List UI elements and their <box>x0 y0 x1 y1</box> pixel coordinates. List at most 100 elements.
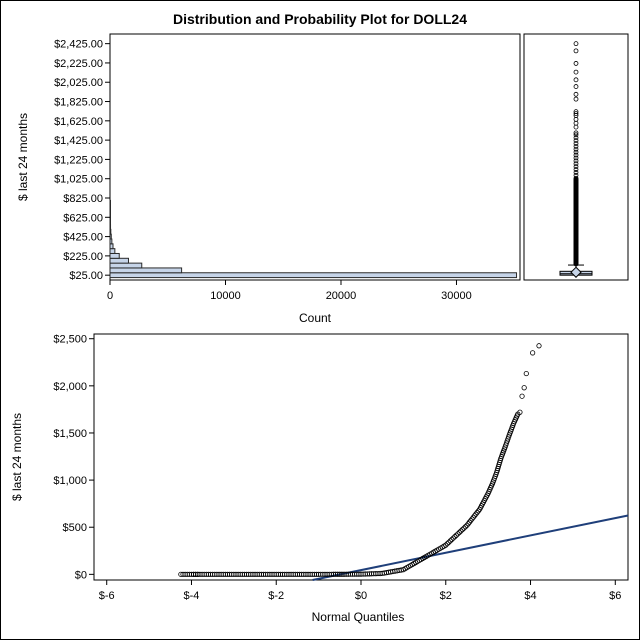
boxplot-outlier <box>573 84 579 89</box>
probability-point <box>195 571 201 577</box>
probability-point <box>536 343 542 349</box>
probability-point <box>443 542 449 548</box>
boxplot-outlier <box>573 158 579 164</box>
histogram-x-tick-label: 10000 <box>210 290 241 302</box>
probability-plot-panel: $0 $500 $1,000 $1,500 $2,000 $2,500 $-6 $-4 $-2… <box>10 333 629 624</box>
probability-x-tick-label: $4 <box>524 590 536 602</box>
boxplot-outlier <box>573 96 579 102</box>
boxplot-outlier <box>573 138 579 144</box>
probability-point <box>474 509 480 516</box>
probability-y-tick-label: $2,500 <box>53 334 87 346</box>
probability-point <box>465 521 471 527</box>
histogram-x-tick-label: 0 <box>107 290 113 302</box>
histogram-bar <box>109 267 183 274</box>
histogram-y-axis-label: $ last 24 months <box>16 113 30 201</box>
histogram-y-tick-label: $2,025.00 <box>54 77 103 89</box>
probability-point <box>178 571 184 577</box>
histogram-bar <box>109 219 111 226</box>
probability-point <box>523 370 529 377</box>
boxplot-outlier <box>573 61 579 66</box>
boxplot-outlier <box>573 149 579 155</box>
probability-point <box>464 522 470 528</box>
probability-point <box>447 538 453 544</box>
probability-x-axis-label: Normal Quantiles <box>312 610 405 624</box>
probability-point <box>452 534 458 540</box>
histogram-bar <box>109 272 518 279</box>
reference-line-group <box>312 514 629 581</box>
probability-y-tick-label: $500 <box>63 522 87 534</box>
histogram-bar <box>109 199 111 206</box>
probability-point <box>461 525 467 531</box>
probability-point <box>453 532 459 538</box>
histogram-x-tick-label: 20000 <box>326 290 357 302</box>
histogram-y-tick-label: $1,625.00 <box>54 116 103 128</box>
probability-point <box>456 529 462 536</box>
boxplot <box>559 41 593 278</box>
boxplot-outlier <box>573 161 579 167</box>
histogram-y-tick-label: $625.00 <box>63 212 103 224</box>
histogram-bar <box>109 228 112 235</box>
histogram-y-tick-label: $825.00 <box>63 193 103 205</box>
histogram-y-tick-label: $425.00 <box>63 232 103 244</box>
probability-y-tick-label: $2,000 <box>53 381 87 393</box>
probability-x-ticks: $-6 $-4 $-2 $0 $2 $4 $6 <box>99 580 621 602</box>
probability-point <box>468 517 474 524</box>
probability-y-tick-label: $1,500 <box>53 428 87 440</box>
probability-point <box>193 571 199 577</box>
probability-point <box>462 524 469 530</box>
boxplot-mean-marker <box>570 266 582 278</box>
probability-x-tick-label: $2 <box>440 590 452 602</box>
probability-point <box>473 511 479 517</box>
boxplot-outlier <box>573 164 579 170</box>
probability-point <box>530 350 536 356</box>
probability-point <box>444 541 450 547</box>
histogram-y-tick-label: $1,825.00 <box>54 97 103 109</box>
boxplot-outlier <box>573 172 579 178</box>
histogram-x-ticks: 0 10000 20000 30000 <box>107 280 472 302</box>
probability-x-tick-label: $-4 <box>184 590 200 602</box>
boxplot-outlier <box>573 111 579 116</box>
boxplot-panel <box>523 33 629 281</box>
figure-title: Distribution and Probability Plot for DO… <box>173 11 467 27</box>
boxplot-outlier <box>573 167 579 172</box>
histogram-bar <box>109 248 116 254</box>
probability-y-tick-label: $1,000 <box>53 475 87 487</box>
probability-point <box>517 409 523 415</box>
probability-y-ticks: $0 $500 $1,000 $1,500 $2,000 $2,500 <box>53 334 94 581</box>
boxplot-outlier <box>573 143 579 149</box>
probability-point <box>521 385 527 391</box>
histogram-bar <box>109 252 120 259</box>
probability-x-tick-label: $0 <box>355 590 367 602</box>
probability-point <box>450 535 456 541</box>
probability-point <box>469 516 475 522</box>
probability-point <box>455 531 461 537</box>
boxplot-outlier <box>573 69 579 75</box>
histogram-y-tick-label: $2,225.00 <box>54 58 103 70</box>
histogram-panel: $25.00 $225.00 $425.00 $625.00 $825.00 $1,025… <box>16 33 521 325</box>
probability-point <box>470 514 476 520</box>
boxplot-outlier <box>573 91 579 97</box>
histogram-y-ticks: $25.00 $225.00 $425.00 $625.00 $825.00 $1,025… <box>54 39 110 282</box>
histogram-bar <box>109 238 113 245</box>
boxplot-outlier <box>573 175 579 181</box>
histogram-bar <box>109 224 112 230</box>
histogram-bar <box>109 233 112 240</box>
boxplot-outlier <box>573 170 579 175</box>
boxplot-outlier <box>573 130 579 136</box>
boxplot-outlier <box>573 135 579 141</box>
histogram-bar <box>109 257 129 264</box>
boxplot-outlier <box>573 132 579 138</box>
probability-point <box>446 539 452 545</box>
boxplot-outlier <box>573 77 579 83</box>
boxplot-outlier <box>573 41 579 47</box>
boxplot-frame <box>523 33 629 281</box>
probability-x-tick-label: $-6 <box>99 590 115 602</box>
histogram-bar <box>109 204 111 211</box>
boxplot-outlier <box>573 155 579 161</box>
boxplot-outlier <box>573 124 579 130</box>
histogram-y-tick-label: $2,425.00 <box>54 39 103 51</box>
boxplot-outlier <box>573 152 579 158</box>
histogram-y-tick-label: $225.00 <box>63 251 103 263</box>
